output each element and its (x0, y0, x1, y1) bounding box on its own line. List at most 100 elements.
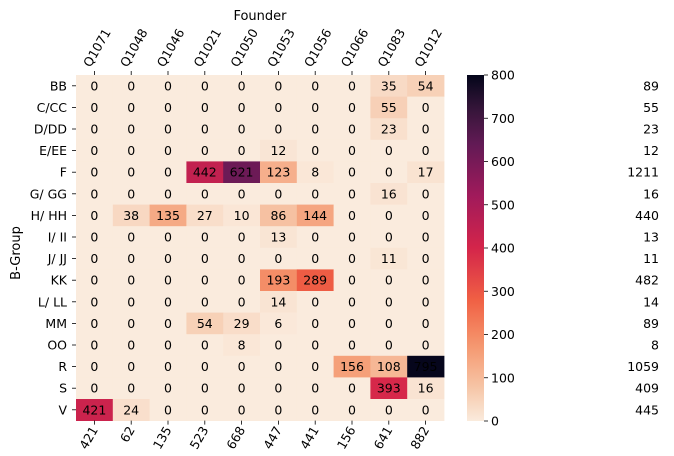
heatmap-cell (149, 161, 187, 184)
cell-value-label: 0 (164, 294, 172, 309)
heatmap-cell (296, 377, 334, 400)
heatmap-cell (149, 334, 187, 357)
heatmap-cell (260, 183, 298, 205)
heatmap-cell (76, 75, 114, 97)
column-label: Q1021 (190, 26, 224, 70)
heatmap-cell (112, 377, 150, 400)
cell-value-label: 0 (164, 359, 172, 374)
heatmap-cell (223, 204, 261, 227)
cell-value-label: 0 (164, 316, 172, 331)
heatmap-cell (370, 204, 408, 227)
heatmap-cell (370, 269, 408, 292)
heatmap-cell (223, 399, 261, 421)
row-label: D/DD (34, 122, 67, 137)
colorbar-tick-label: 300 (491, 284, 515, 299)
y-axis-title: B-Group (9, 226, 24, 280)
heatmap-cell (370, 355, 408, 378)
row-total-label: 409 (635, 381, 659, 396)
cell-value-label: 0 (90, 186, 98, 201)
heatmap-cell (149, 291, 187, 313)
heatmap-cell (112, 355, 150, 378)
cell-value-label: 442 (193, 165, 217, 180)
cell-value-label: 0 (238, 251, 246, 266)
heatmap-cell (112, 247, 150, 270)
cell-value-label: 0 (385, 273, 393, 288)
heatmap-cell (149, 312, 187, 335)
heatmap-cell (333, 226, 371, 249)
cell-value-label: 0 (127, 251, 135, 266)
cell-value-label: 0 (201, 359, 209, 374)
heatmap-cell (333, 247, 371, 270)
heatmap-cell (370, 75, 408, 97)
heatmap-cell (296, 226, 334, 249)
heatmap-cell (76, 377, 114, 400)
heatmap-cell (186, 269, 224, 292)
cell-value-label: 0 (348, 100, 356, 115)
cell-value-label: 0 (311, 402, 319, 417)
cell-value-label: 0 (127, 294, 135, 309)
cell-value-label: 0 (164, 122, 172, 137)
heatmap-cell (407, 139, 445, 162)
heatmap-cell (370, 139, 408, 162)
cell-value-label: 0 (90, 338, 98, 353)
heatmap-cell (186, 183, 224, 205)
cell-value-label: 0 (274, 78, 282, 93)
heatmap-cell (76, 118, 114, 141)
heatmap-cell (333, 118, 371, 141)
heatmap-cell (260, 139, 298, 162)
cell-value-label: 0 (201, 273, 209, 288)
column-total-label: 882 (407, 424, 432, 452)
heatmap-cell (333, 75, 371, 97)
heatmap-cell (186, 161, 224, 184)
column-total-label: 421 (76, 424, 101, 452)
cell-value-label: 0 (422, 338, 430, 353)
cell-value-label: 0 (127, 338, 135, 353)
heatmap-cell (296, 399, 334, 421)
heatmap-cell (260, 377, 298, 400)
cell-value-label: 0 (422, 402, 430, 417)
cell-value-label: 156 (340, 359, 364, 374)
cell-value-label: 0 (311, 100, 319, 115)
colorbar-tick-label: 200 (491, 327, 515, 342)
cell-value-label: 0 (201, 230, 209, 245)
row-label: E/EE (39, 143, 67, 158)
row-total-label: 445 (635, 402, 659, 417)
row-total-label: 440 (635, 208, 659, 223)
heatmap-cell (296, 183, 334, 205)
heatmap-cell (260, 226, 298, 249)
row-label: F (60, 165, 67, 180)
cell-value-label: 54 (418, 78, 434, 93)
heatmap-cell (333, 139, 371, 162)
cell-value-label: 0 (90, 359, 98, 374)
row-label: J/ JJ (47, 251, 67, 266)
column-totals: 421 62 135 523 668 447 441 156 641 882 (76, 420, 432, 452)
cell-value-label: 0 (238, 273, 246, 288)
heatmap-cell (186, 75, 224, 97)
heatmap-cell (296, 334, 334, 357)
heatmap-cell (370, 118, 408, 141)
heatmap-cell (223, 226, 261, 249)
heatmap-cell (407, 183, 445, 205)
cell-value-label: 0 (164, 251, 172, 266)
row-total-label: 8 (651, 338, 659, 353)
row-label: R (58, 359, 67, 374)
cell-value-label: 54 (197, 316, 213, 331)
heatmap-cell (186, 291, 224, 313)
cell-value-label: 10 (234, 208, 250, 223)
cell-value-label: 0 (422, 186, 430, 201)
heatmap-cell (370, 96, 408, 119)
cell-value-label: 0 (127, 143, 135, 158)
heatmap-cell (407, 377, 445, 400)
heatmap-cell (407, 247, 445, 270)
row-totals: 89 55 23 12 1211 16 440 13 11 482 14 89 8 1059 409 445 (627, 78, 659, 417)
heatmap-cell (407, 312, 445, 335)
cell-value-label: 0 (127, 316, 135, 331)
cell-value-label: 0 (164, 381, 172, 396)
heatmap-cell (112, 204, 150, 227)
heatmap-cell (186, 204, 224, 227)
column-total-label: 62 (117, 424, 138, 445)
heatmap-cell (407, 399, 445, 421)
cell-value-label: 0 (238, 143, 246, 158)
cell-value-label: 0 (385, 338, 393, 353)
cell-value-label: 0 (311, 122, 319, 137)
